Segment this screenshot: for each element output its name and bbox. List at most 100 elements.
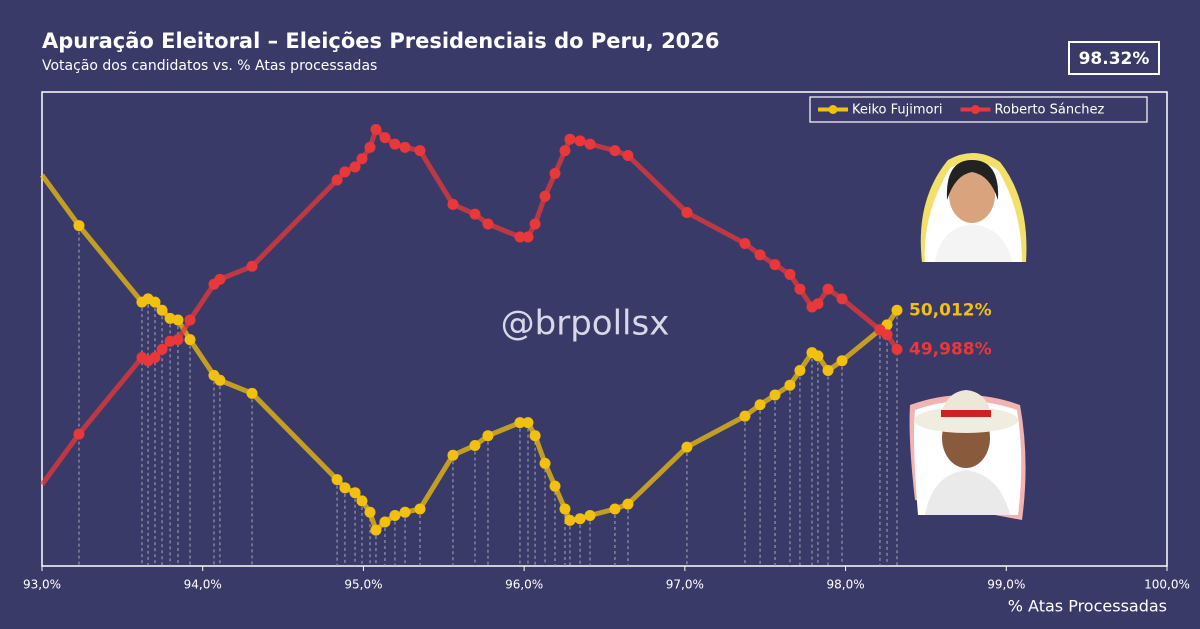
badge: 98.32% xyxy=(1079,49,1150,69)
x-tick-label: 95,0% xyxy=(344,578,382,592)
point xyxy=(822,365,834,377)
point xyxy=(784,268,796,280)
point xyxy=(172,334,184,346)
point xyxy=(539,190,551,202)
point xyxy=(812,298,824,310)
point xyxy=(156,304,168,316)
point xyxy=(549,480,561,492)
point xyxy=(891,343,903,355)
point xyxy=(156,343,168,355)
point xyxy=(564,133,576,145)
point xyxy=(414,503,426,515)
point xyxy=(379,516,391,528)
point xyxy=(514,231,526,243)
legend-marker xyxy=(828,105,838,114)
x-tick-label: 94,0% xyxy=(184,578,222,592)
watermark: @brpollsx xyxy=(501,304,670,344)
point xyxy=(609,145,621,157)
legend-label: Keiko Fujimori xyxy=(852,103,942,118)
legend-label: Roberto Sánchez xyxy=(994,103,1104,118)
point xyxy=(681,441,693,453)
point xyxy=(331,174,343,186)
point xyxy=(574,135,586,147)
x-tick-label: 99,0% xyxy=(987,578,1025,592)
point xyxy=(754,399,766,411)
point xyxy=(739,410,751,422)
x-tick-label: 93,0% xyxy=(23,578,61,592)
point xyxy=(539,457,551,469)
point xyxy=(794,283,806,295)
point xyxy=(514,417,526,429)
x-tick-label: 97,0% xyxy=(666,578,704,592)
point xyxy=(356,495,368,507)
point xyxy=(172,314,184,326)
point xyxy=(622,498,634,510)
point xyxy=(559,145,571,157)
point xyxy=(769,259,781,271)
point xyxy=(584,510,596,522)
legend-marker xyxy=(970,105,980,114)
point xyxy=(149,296,161,308)
point xyxy=(564,514,576,526)
point xyxy=(609,503,621,515)
point xyxy=(794,365,806,377)
x-tick-label: 98,0% xyxy=(827,578,865,592)
point xyxy=(482,430,494,442)
x-tick-label: 100,0% xyxy=(1144,578,1190,592)
end-label: 49,988% xyxy=(909,339,992,359)
point xyxy=(529,430,541,442)
point xyxy=(364,141,376,153)
point xyxy=(881,329,893,341)
point xyxy=(447,449,459,461)
badge-box xyxy=(1068,41,1160,75)
point xyxy=(891,304,903,316)
point xyxy=(822,283,834,295)
chart-subtitle: Votação dos candidatos vs. % Atas proces… xyxy=(42,58,377,74)
portrait-keiko xyxy=(920,152,1027,262)
point xyxy=(584,138,596,150)
point xyxy=(522,231,534,243)
point xyxy=(469,208,481,220)
point xyxy=(812,350,824,362)
point xyxy=(399,506,411,518)
point xyxy=(339,166,351,178)
point xyxy=(681,207,693,219)
point xyxy=(184,314,196,326)
point xyxy=(836,293,848,305)
point xyxy=(559,503,571,515)
point xyxy=(246,260,258,272)
portrait-sanchez xyxy=(909,390,1026,520)
point xyxy=(549,167,561,179)
point xyxy=(246,387,258,399)
point xyxy=(447,198,459,210)
end-label: 50,012% xyxy=(909,300,992,320)
point xyxy=(379,132,391,144)
point xyxy=(339,482,351,494)
x-tick-label: 96,0% xyxy=(505,578,543,592)
point xyxy=(399,141,411,153)
point xyxy=(522,417,534,429)
chart-title: Apuração Eleitoral – Eleições Presidenci… xyxy=(42,29,720,53)
point xyxy=(754,249,766,261)
plot-frame xyxy=(41,91,1168,567)
x-axis-label: % Atas Processadas xyxy=(1008,597,1167,616)
point xyxy=(784,379,796,391)
point xyxy=(214,273,226,285)
point xyxy=(149,352,161,364)
point xyxy=(414,145,426,157)
point xyxy=(574,513,586,525)
point xyxy=(482,218,494,230)
point xyxy=(349,161,361,173)
point xyxy=(389,510,401,522)
point xyxy=(836,355,848,367)
point xyxy=(622,150,634,162)
point xyxy=(370,524,382,536)
point xyxy=(739,237,751,249)
point xyxy=(349,487,361,499)
point xyxy=(469,439,481,451)
point xyxy=(356,153,368,165)
point xyxy=(529,218,541,230)
point xyxy=(389,138,401,150)
